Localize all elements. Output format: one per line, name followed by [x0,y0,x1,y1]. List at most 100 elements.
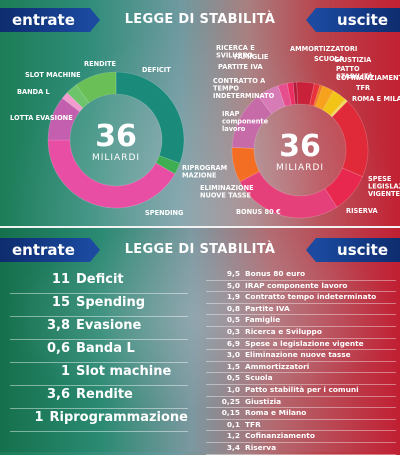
uscite-label-3: PATTO STABILITÀ [336,65,374,80]
entrate-label-6: RENDITE [84,60,117,68]
entrate-row: 15 Spending [10,295,188,317]
uscite-name: Contratto tempo indeterminato [245,292,377,302]
top-title: LEGGE DI STABILITÀ [124,12,276,27]
uscite-value: 0,25 [221,396,240,406]
uscite-label-14: FAMIGLIE [234,53,269,61]
uscite-label-2: GIUSTIZIA [334,56,372,64]
entrate-slice-4 [61,92,84,113]
uscite-name: Famiglie [245,315,281,325]
entrate-value: 3,8 [46,318,70,333]
entrate-list: 11 Deficit 15 Spending 3,8 Evasione 0,6 Banda L… [10,272,188,433]
entrate-name: Deficit [76,272,124,287]
entrate-tab: entrate [0,8,100,32]
section-divider [0,226,400,229]
entrate-row: 3,8 Evasione [10,318,188,340]
uscite-value: 6,9 [226,338,240,348]
uscite-name: Spese a legislazione vigente [245,338,364,348]
uscite-name: Bonus 80 euro [245,269,306,278]
entrate-name: Slot machine [76,364,172,379]
entrate-tab-bottom: entrate [0,238,100,262]
uscite-value: 9,5 [226,269,240,278]
entrate-value: 0,6 [46,341,70,356]
uscite-label-4: COFINANZIAMENTO [336,74,400,82]
uscite-slice-3 [315,85,335,111]
entrate-label-1: RIPROGRAM MAZIONE [182,164,227,179]
entrate-row: 3,6 Rendite [10,387,188,409]
uscite-row: 0,5 Scuola [206,373,396,385]
uscite-label-13: PARTITE IVA [218,63,263,71]
entrate-center-value: 36 [95,119,137,154]
uscite-slice-0 [296,81,315,106]
uscite-slice-12 [257,85,286,115]
bottom-title: LEGGE DI STABILITÀ [124,242,276,257]
uscite-value: 3,0 [226,350,240,360]
entrate-slice-0 [115,71,185,164]
uscite-label-11: IRAP componente lavoro [222,110,269,133]
uscite-value: 1,9 [226,292,240,302]
uscite-row: 5,0 IRAP componente lavoro [206,281,396,293]
uscite-row: 0,25 Giustizia [206,397,396,409]
uscite-label-5: TFR [356,84,370,92]
uscite-value: 5,0 [226,280,240,290]
uscite-value: 0,5 [226,373,240,383]
entrate-value: 1 [60,364,70,379]
uscite-row: 3,0 Eliminazione nuove tasse [206,350,396,362]
entrate-donut-hole [70,94,162,186]
entrate-row: 1 Riprogrammazione [10,410,188,432]
entrate-row: 11 Deficit [10,272,188,294]
entrate-label-4: BANDA L [17,88,51,96]
uscite-slice-7 [331,100,369,178]
uscite-label-9: BONUS 80 € [236,208,281,216]
uscite-row: 1,0 Patto stabilità per i comuni [206,385,396,397]
uscite-slice-2 [313,84,324,108]
uscite-value: 0,1 [226,419,240,429]
entrate-value: 3,6 [46,387,70,402]
uscite-value: 0,15 [221,408,240,418]
uscite-row: 3,4 Riserva [206,443,396,455]
uscite-name: TFR [245,419,261,429]
entrate-name: Evasione [76,318,142,333]
uscite-value: 0,5 [226,315,240,325]
uscite-row: 1,5 Ammortizzatori [206,362,396,374]
uscite-row: 0,3 Ricerca e Sviluppo [206,327,396,339]
uscite-value: 0,3 [226,326,240,336]
uscite-name: Ammortizzatori [245,361,310,371]
bottom-header: entrate LEGGE DI STABILITÀ uscite [0,238,400,262]
uscite-name: Eliminazione nuove tasse [245,350,351,360]
entrate-label-3: LOTTA EVASIONE [10,114,73,122]
entrate-label-2: SPENDING [145,209,183,217]
entrate-name: Spending [76,295,146,310]
uscite-value: 1,2 [226,431,240,441]
uscite-slice-1 [309,83,321,107]
entrate-center-label: MILIARDI [92,153,140,163]
uscite-list: 9,5 Bonus 80 euro 5,0 IRAP componente lavor… [206,269,396,455]
uscite-value: 0,8 [226,303,240,313]
uscite-slice-14 [286,82,296,106]
uscite-slice-9 [239,171,338,219]
entrate-slice-3 [47,97,81,141]
entrate-name: Riprogrammazione [49,410,189,425]
uscite-tab-bottom: uscite [306,238,400,262]
entrate-slice-2 [47,139,176,209]
uscite-label-8: RISERVA [346,207,379,215]
uscite-value: 1,5 [226,361,240,371]
uscite-label-1: SCUOLA [314,55,345,63]
uscite-row: 0,8 Partite IVA [206,304,396,316]
uscite-row: 0,15 Roma e Milano [206,408,396,420]
uscite-center-label: MILIARDI [276,163,324,173]
uscite-label-15: RICERCA E SVILUPPO [216,44,255,59]
uscite-label-12: CONTRATTO A TEMPO INDETERMINATO [213,77,275,100]
uscite-name: Cofinanziamento [245,431,315,441]
uscite-tab: uscite [306,8,400,32]
uscite-center-value: 36 [279,129,321,164]
uscite-row: 1,2 Cofinanziamento [206,431,396,443]
uscite-donut-hole [254,104,346,196]
uscite-name: Riserva [245,442,277,452]
uscite-row: 6,9 Spese a legislazione vigente [206,339,396,351]
entrate-value: 1 [34,410,44,425]
entrate-slice-6 [75,71,117,104]
uscite-name: IRAP componente lavoro [245,280,348,290]
uscite-label-0: AMMORTIZZATORI [290,45,357,53]
uscite-row: 0,5 Famiglie [206,315,396,327]
